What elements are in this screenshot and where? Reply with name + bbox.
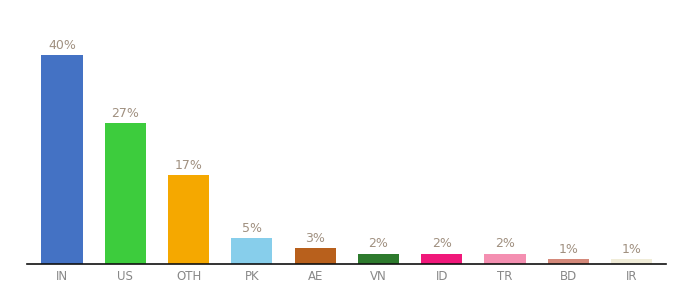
Text: 27%: 27% bbox=[112, 107, 139, 120]
Bar bbox=[421, 254, 462, 264]
Bar bbox=[231, 238, 273, 264]
Text: 1%: 1% bbox=[622, 243, 641, 256]
Bar bbox=[358, 254, 399, 264]
Text: 5%: 5% bbox=[242, 222, 262, 235]
Bar bbox=[168, 175, 209, 264]
Text: 1%: 1% bbox=[558, 243, 578, 256]
Bar bbox=[611, 259, 652, 264]
Text: 40%: 40% bbox=[48, 39, 76, 52]
Bar bbox=[105, 123, 146, 264]
Text: 17%: 17% bbox=[175, 159, 203, 172]
Text: 2%: 2% bbox=[432, 237, 452, 250]
Text: 3%: 3% bbox=[305, 232, 325, 245]
Bar bbox=[41, 55, 82, 264]
Bar bbox=[294, 248, 336, 264]
Bar bbox=[547, 259, 589, 264]
Text: 2%: 2% bbox=[369, 237, 388, 250]
Text: 2%: 2% bbox=[495, 237, 515, 250]
Bar bbox=[484, 254, 526, 264]
